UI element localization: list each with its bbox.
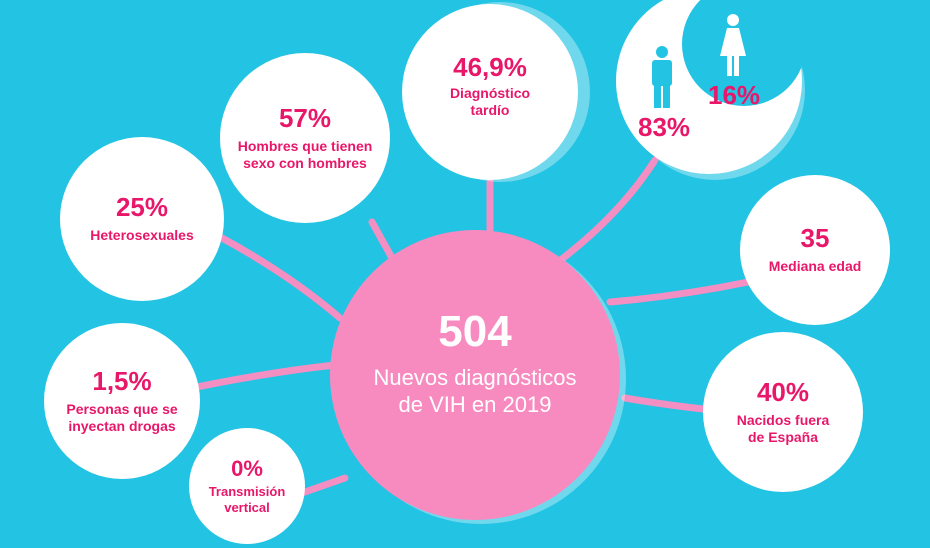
bubble-hsh: 57% Hombres que tienen sexo con hombres	[220, 53, 390, 223]
link-edad	[606, 278, 752, 306]
heterosexuales-value: 25%	[115, 191, 169, 222]
nacidos-label-line1: Nacidos fuera	[736, 411, 830, 428]
center-value: 504	[438, 307, 512, 357]
tardio-value: 46,9%	[453, 51, 527, 82]
link-genero	[554, 156, 659, 266]
link-drogas	[188, 361, 339, 392]
vertical-label-line1: Transmisión	[208, 483, 286, 499]
hsh-label-line2: sexo con hombres	[243, 154, 367, 171]
center-label-line1: Nuevos diagnósticos	[373, 364, 577, 390]
edad-label: Mediana edad	[768, 258, 862, 275]
heterosexuales-label: Heterosexuales	[90, 227, 194, 244]
nacidos-value: 40%	[756, 376, 810, 407]
link-heterosexuales	[218, 234, 344, 322]
drogas-value: 1,5%	[92, 365, 152, 396]
bubble-center: 504 Nuevos diagnósticos de VIH en 2019	[330, 230, 620, 520]
link-nacidos	[621, 394, 716, 414]
female-person-icon	[720, 14, 746, 76]
nacidos-label-line2: de España	[747, 428, 819, 445]
edad-value: 35	[800, 222, 830, 253]
women-percentage: 16%	[708, 80, 761, 110]
drogas-label-line2: inyectan drogas	[68, 417, 176, 434]
vertical-label-line2: vertical	[224, 499, 270, 515]
male-person-icon	[652, 46, 672, 108]
hsh-label-line1: Hombres que tienen	[237, 137, 373, 154]
center-label-line2: de VIH en 2019	[398, 392, 552, 418]
men-percentage: 83%	[638, 112, 691, 142]
bubble-nacidos: 40% Nacidos fuera de España	[703, 332, 863, 492]
bubble-heterosexuales: 25% Heterosexuales	[60, 137, 224, 301]
link-vertical	[298, 474, 349, 497]
bubble-vertical: 0% Transmisión vertical	[189, 428, 305, 544]
link-hsh	[368, 218, 396, 262]
tardio-label-line2: tardío	[470, 101, 510, 118]
hsh-value: 57%	[278, 102, 332, 133]
bubble-edad: 35 Mediana edad	[740, 175, 890, 325]
vertical-value: 0%	[231, 455, 263, 481]
bubble-drogas: 1,5% Personas que se inyectan drogas	[44, 323, 200, 479]
tardio-label-line1: Diagnóstico	[449, 84, 531, 101]
bubble-tardio: 46,9% Diagnóstico tardío	[402, 4, 578, 180]
drogas-label-line1: Personas que se	[66, 400, 178, 417]
